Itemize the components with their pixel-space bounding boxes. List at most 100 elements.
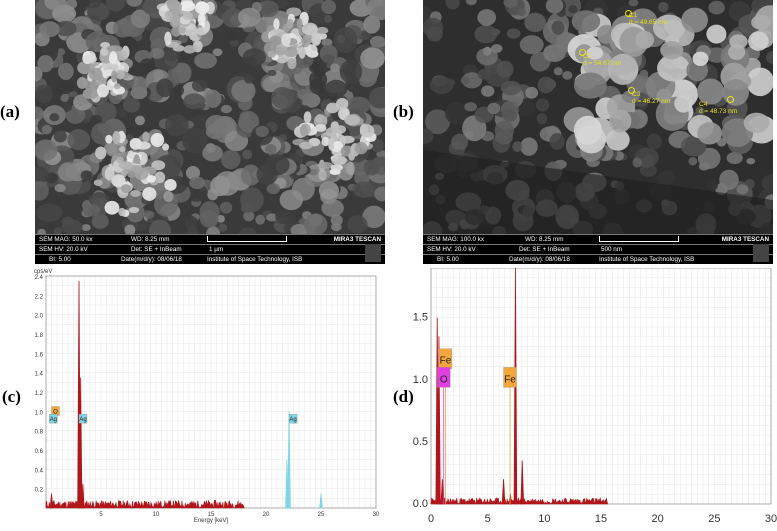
sem-det: Det: SE + InBeam	[519, 246, 570, 253]
y-tick-label: 1.0	[413, 374, 428, 386]
sem-date: Date(m/d/y): 08/06/18	[121, 256, 182, 263]
y-axis-label: cps/eV	[34, 269, 52, 275]
sem-image-a: SEM MAG: 50.0 kx WD: 8.25 mm MIRA3 TESCA…	[35, 0, 385, 264]
x-tick-label: 10	[538, 513, 550, 525]
x-tick-label: 30	[765, 513, 777, 525]
spectrum-peak	[81, 483, 85, 509]
spectrum-peak	[287, 411, 291, 509]
x-tick-label: 15	[208, 512, 215, 518]
element-tag: Ag	[49, 414, 58, 424]
spectrum-peak	[520, 460, 525, 505]
sem-institute: Institute of Space Technology, ISB	[599, 256, 695, 263]
tescan-logo-icon	[365, 244, 381, 262]
y-tick-label: 1.4	[35, 372, 44, 378]
sem-brand: MIRA3 TESCAN	[333, 236, 381, 243]
x-tick-label: 20	[263, 512, 270, 518]
spectrum-peak	[78, 377, 83, 509]
spectrum-peak	[501, 479, 506, 505]
spectrum-peak	[437, 336, 441, 505]
sem-institute: Institute of Space Technology, ISB	[207, 256, 303, 263]
x-axis-label: Energy [keV]	[194, 518, 229, 524]
sem-scale-ruler	[207, 236, 287, 242]
measure-marker-c1	[625, 10, 632, 17]
measure-label-c2: C2 d = 54.67 nm	[583, 53, 622, 67]
panel-label-c: (c)	[2, 387, 21, 406]
element-tag: O	[437, 367, 451, 504]
spectrum-peak	[285, 459, 289, 509]
x-tick-label: 10	[153, 512, 160, 518]
y-tick-label: 0.0	[413, 498, 428, 510]
y-tick-label: 0.8	[35, 430, 44, 436]
sem-date: Date(m/d/y): 08/06/18	[509, 256, 570, 263]
spectrum-baseline	[45, 499, 245, 509]
sem-wd: WD: 8.25 mm	[525, 236, 564, 243]
tescan-logo-icon	[753, 244, 769, 262]
svg-text:Ag: Ag	[289, 417, 296, 423]
spectrum-baseline	[430, 497, 609, 505]
measure-marker-c4	[727, 96, 734, 103]
measure-marker-c2	[579, 49, 586, 56]
sem-brand: MIRA3 TESCAN	[721, 236, 769, 243]
x-tick-label: 25	[708, 513, 720, 525]
x-tick-label: 20	[652, 513, 664, 525]
y-tick-label: 1.0	[35, 410, 44, 416]
x-tick-label: 30	[373, 512, 380, 518]
sem-info-bar-a: SEM MAG: 50.0 kx WD: 8.25 mm MIRA3 TESCA…	[35, 234, 385, 264]
element-tag: Ag	[78, 414, 88, 424]
eds-spectrum-d: Fe O Fe 0 5 10 15 20 25 30 0.0 0.5 1.0 1.5	[413, 268, 777, 525]
x-tick-label: 15	[595, 513, 607, 525]
y-tick-label: 1.5	[413, 312, 428, 324]
y-tick-label: 2.2	[35, 294, 44, 300]
svg-text:Ag: Ag	[50, 417, 57, 423]
sem-image-b: C1 d = 49.65 nm C2 d = 54.67 nm C3 d = 46.2…	[423, 0, 773, 264]
eds-spectrum-c: O Ag Ag Ag 5 10 15 20 25 30 0.2 0.4 0.6 0.8 1.0 1.2 1.4 1…	[34, 269, 380, 524]
svg-text:O: O	[440, 374, 448, 385]
sem-mag: SEM MAG: 50.0 kx	[39, 236, 93, 243]
measure-label-c3: C3 d = 46.27 nm	[632, 91, 671, 105]
svg-text:Fe: Fe	[504, 374, 516, 385]
panel-label-a: (a)	[0, 102, 20, 121]
sem-texture-b	[423, 0, 773, 234]
y-tick-label: 0.4	[35, 468, 44, 474]
axis-ticks: 0 5 10 15 20 25 30 0.0 0.5 1.0 1.5	[413, 312, 777, 525]
y-tick-label: 1.2	[35, 391, 44, 397]
sem-mag: SEM MAG: 100.0 kx	[427, 236, 485, 243]
sem-scale-value: 500 nm	[601, 246, 623, 253]
sem-det: Det: SE + InBeam	[131, 246, 182, 253]
y-tick-label: 0.2	[35, 488, 44, 494]
svg-text:Fe: Fe	[440, 356, 452, 367]
grid	[430, 268, 772, 505]
panel-label-b: (b)	[393, 102, 414, 121]
y-tick-label: 2.4	[35, 275, 44, 281]
x-tick-label: 25	[318, 512, 325, 518]
sem-scale-ruler	[599, 236, 679, 242]
measure-label-c4: C4 d = 48.73 nm	[699, 101, 738, 115]
y-tick-label: 1.6	[35, 352, 44, 358]
panel-label-d: (d)	[393, 387, 414, 406]
measure-marker-c3	[628, 87, 635, 94]
y-tick-label: 0.6	[35, 449, 44, 455]
sem-info-bar-b: SEM MAG: 100.0 kx WD: 8.25 mm MIRA3 TESC…	[423, 234, 773, 264]
y-tick-label: 2.0	[35, 314, 44, 320]
x-tick-label: 5	[99, 512, 103, 518]
element-tag: Fe	[438, 348, 453, 504]
x-tick-label: 0	[428, 513, 434, 525]
x-tick-label: 5	[485, 513, 491, 525]
svg-text:O: O	[53, 409, 58, 415]
sem-texture-a	[35, 0, 385, 234]
spectrum-peak	[319, 493, 323, 509]
svg-text:Ag: Ag	[79, 417, 86, 423]
grid	[45, 275, 377, 509]
y-tick-label: 0.5	[413, 436, 428, 448]
spectrum-peak	[440, 479, 445, 505]
sem-wd: WD: 8.25 mm	[131, 236, 170, 243]
sem-bi: BI: 5.00	[49, 256, 71, 263]
element-tag: Ag	[288, 414, 298, 424]
y-tick-label: 1.8	[35, 333, 44, 339]
sem-bi: BI: 5.00	[437, 256, 459, 263]
element-tag: Fe	[503, 367, 517, 504]
sem-hv: SEM HV: 20.0 kV	[39, 246, 88, 253]
measure-label-c1: C1 d = 49.65 nm	[629, 12, 668, 26]
spectrum-peak	[49, 493, 54, 509]
sem-scale-value: 1 μm	[209, 246, 224, 253]
